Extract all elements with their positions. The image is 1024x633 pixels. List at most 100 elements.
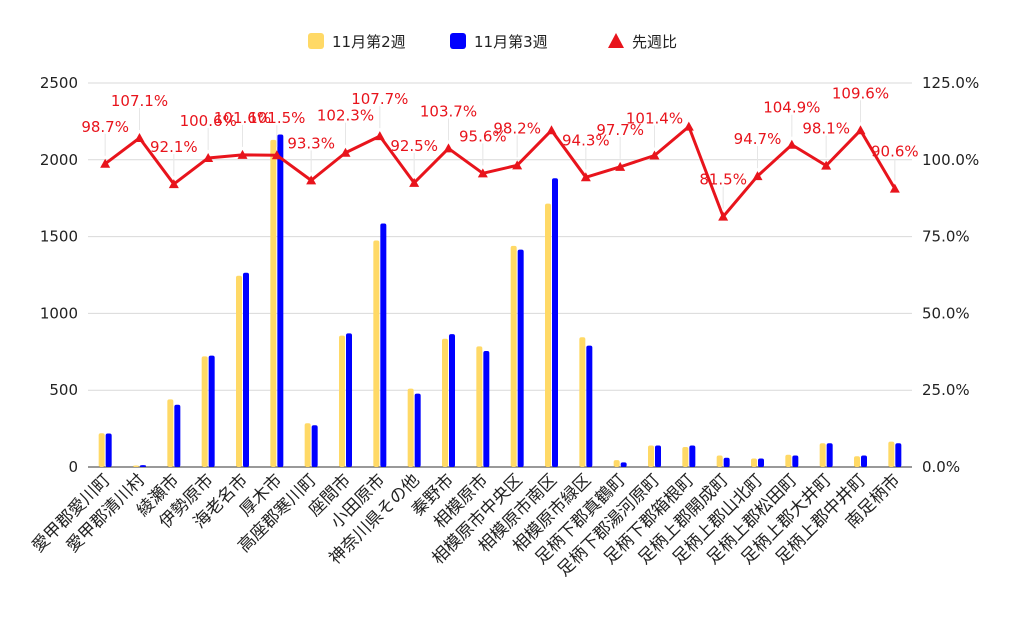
- legend-label: 11月第3週: [474, 33, 548, 51]
- ratio-line: [100, 100, 900, 221]
- ratio-polyline: [104, 125, 897, 219]
- y-left-tick-label: 1500: [40, 228, 78, 246]
- bar-week2: [407, 388, 414, 467]
- bar-week3: [552, 178, 558, 467]
- ratio-marker: [889, 183, 900, 193]
- ratio-label: 93.3%: [287, 134, 335, 152]
- ratio-marker: [718, 211, 729, 221]
- ratio-label: 101.6%: [214, 109, 271, 127]
- bar-week3: [723, 457, 730, 467]
- bar-week2: [201, 356, 208, 467]
- ratio-label: 102.3%: [317, 107, 374, 125]
- legend-label: 11月第2週: [332, 33, 406, 51]
- bar-week2: [304, 423, 311, 467]
- bar-week3: [414, 393, 421, 467]
- bar-week3: [243, 272, 249, 467]
- bar-week2: [373, 240, 380, 467]
- bar-week2: [236, 275, 242, 467]
- ratio-label: 98.7%: [81, 118, 129, 136]
- ratio-marker: [409, 177, 420, 187]
- ratio-marker: [340, 147, 351, 157]
- bar-week2: [167, 399, 174, 467]
- ratio-marker: [203, 152, 214, 162]
- ratio-marker: [786, 139, 797, 149]
- y-axis-right: 0.0% 25.0% 50.0% 75.0% 100.0% 125.0%: [922, 74, 979, 476]
- ratio-label: 104.9%: [763, 99, 820, 117]
- grid: [88, 82, 912, 468]
- bar-week3: [483, 351, 490, 467]
- bar-week3: [792, 455, 799, 467]
- ratio-marker: [306, 175, 317, 185]
- legend-swatch: [308, 33, 324, 49]
- bar-week2: [476, 346, 483, 467]
- y-left-tick-label: 2500: [40, 74, 78, 92]
- legend: 11月第2週 11月第3週 先週比: [308, 33, 677, 51]
- bar-week3: [620, 462, 627, 467]
- y-left-tick-label: 1000: [40, 304, 78, 322]
- ratio-marker: [134, 132, 145, 142]
- y-right-tick-label: 125.0%: [922, 74, 979, 92]
- bar-week3: [861, 455, 867, 467]
- bar-week2: [888, 441, 895, 467]
- ratio-label: 95.6%: [459, 127, 507, 145]
- ratio-label: 107.1%: [111, 92, 168, 110]
- bar-week2: [442, 338, 448, 467]
- y-left-tick-label: 2000: [40, 151, 78, 169]
- ratio-label: 92.5%: [390, 137, 438, 155]
- bars: [98, 134, 902, 468]
- ratio-marker: [374, 131, 385, 141]
- bar-week3: [140, 465, 146, 467]
- x-axis: 愛甲郡愛川町愛甲郡清川村綾瀬市伊勢原市海老名市厚木市高座郡寒川町座間市小田原市神…: [28, 470, 904, 580]
- bar-week3: [586, 345, 593, 467]
- bar-week3: [346, 333, 352, 467]
- ratio-label: 103.7%: [420, 102, 477, 120]
- bar-week2: [682, 447, 689, 467]
- bar-week2: [339, 335, 345, 467]
- ratio-label: 107.7%: [351, 90, 408, 108]
- bar-week2: [819, 443, 826, 467]
- y-right-tick-label: 50.0%: [922, 304, 970, 322]
- ratio-marker: [168, 179, 179, 189]
- ratio-label: 97.7%: [596, 121, 644, 139]
- ratio-marker: [271, 150, 282, 160]
- ratio-marker: [100, 158, 111, 168]
- ratio-label: 98.1%: [802, 120, 850, 138]
- bar-week2: [716, 455, 723, 467]
- ratio-marker: [512, 160, 523, 170]
- y-axis-left: 0 500 1000 1500 2000 2500: [40, 74, 78, 476]
- ratio-marker: [443, 143, 454, 153]
- ratio-marker: [683, 121, 694, 131]
- y-right-tick-label: 0.0%: [922, 458, 960, 476]
- bar-week2: [785, 454, 792, 467]
- bar-week3: [105, 433, 112, 467]
- bar-week3: [895, 443, 902, 467]
- bar-week2: [98, 433, 105, 467]
- data-labels: 98.7% 107.1% 92.1% 100.6%101.6%101.5% 93.3% 1…: [81, 84, 918, 188]
- ratio-label: 92.1%: [150, 138, 198, 156]
- y-right-tick-label: 75.0%: [922, 228, 970, 246]
- bar-week3: [758, 458, 764, 467]
- y-left-tick-label: 0: [68, 458, 78, 476]
- ratio-label: 98.2%: [493, 119, 541, 137]
- ratio-label: 101.4%: [626, 109, 683, 127]
- y-right-tick-label: 100.0%: [922, 151, 979, 169]
- bar-week3: [380, 223, 387, 467]
- bar-week2: [854, 456, 860, 467]
- ratio-label: 101.5%: [248, 109, 305, 127]
- bar-week3: [655, 445, 661, 467]
- ratio-label: 81.5%: [699, 171, 747, 189]
- legend-swatch: [608, 33, 624, 48]
- bar-week2: [751, 458, 757, 467]
- ratio-label: 109.6%: [832, 84, 889, 102]
- bar-week2: [579, 337, 586, 467]
- bar-week2: [510, 245, 517, 467]
- legend-swatch: [450, 33, 466, 49]
- bar-week2: [648, 445, 654, 467]
- bar-week2: [545, 203, 551, 468]
- bar-week3: [689, 445, 696, 467]
- bar-week2: [133, 465, 139, 467]
- bar-week3: [277, 134, 284, 467]
- ratio-marker: [237, 149, 248, 159]
- ratio-label: 94.3%: [562, 131, 610, 149]
- bar-week3: [826, 443, 833, 467]
